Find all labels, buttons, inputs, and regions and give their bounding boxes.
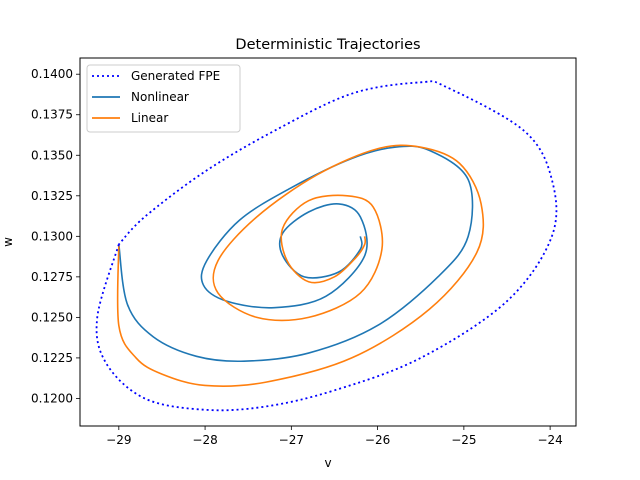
x-tick-label: −28: [192, 433, 217, 447]
y-tick-label: 0.1300: [31, 229, 73, 243]
x-tick-label: −24: [537, 433, 562, 447]
y-tick-label: 0.1250: [31, 310, 73, 324]
legend-label-linear: Linear: [131, 111, 168, 125]
series-line-nonlinear: [118, 145, 474, 363]
axes-frame: [79, 57, 577, 427]
chart-title: Deterministic Trajectories: [235, 37, 420, 53]
plot-area: [95, 80, 558, 412]
series-line-linear: [116, 144, 485, 388]
x-axis: −29 −28 −27 −26 −25 −24: [106, 426, 563, 447]
y-tick-label: 0.1375: [31, 108, 73, 122]
legend: Generated FPE Nonlinear Linear: [86, 64, 241, 133]
series-line-generated-fpe: [95, 80, 558, 412]
x-tick-label: −27: [279, 433, 304, 447]
y-tick-label: 0.1400: [31, 67, 73, 81]
y-tick-label: 0.1225: [31, 351, 73, 365]
y-tick-label: 0.1275: [31, 270, 73, 284]
legend-label-nonlinear: Nonlinear: [131, 90, 189, 104]
y-tick-label: 0.1325: [31, 189, 73, 203]
y-tick-label: 0.1200: [31, 391, 73, 405]
x-tick-label: −25: [451, 433, 476, 447]
x-tick-label: −26: [365, 433, 390, 447]
x-tick-label: −29: [106, 433, 131, 447]
y-tick-label: 0.1350: [31, 148, 73, 162]
y-axis-label: w: [1, 237, 15, 247]
x-axis-label: v: [324, 456, 331, 470]
legend-box: [86, 64, 241, 133]
y-axis: 0.1200 0.1225 0.1250 0.1275 0.1300 0.1325 0.13…: [31, 67, 80, 405]
legend-label-generated-fpe: Generated FPE: [131, 69, 220, 83]
